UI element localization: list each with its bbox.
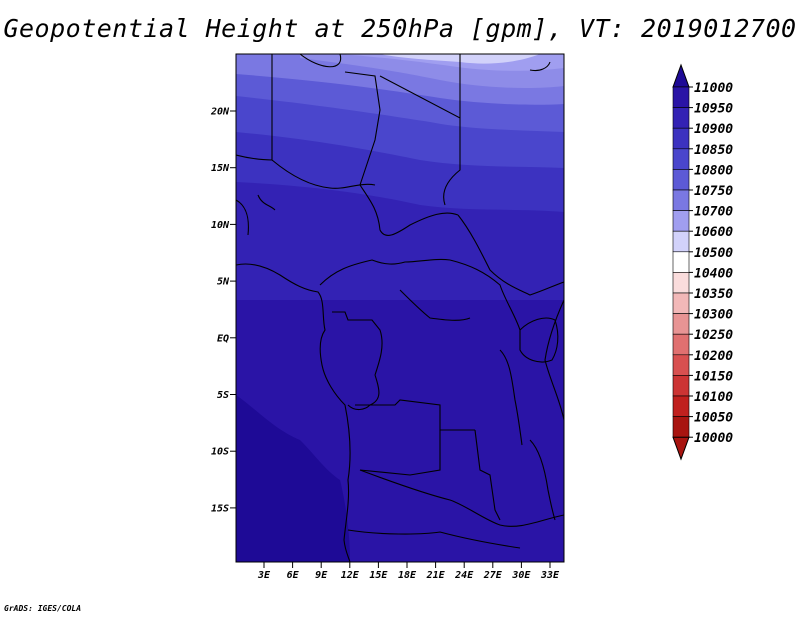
country-borders (236, 54, 564, 562)
colorbar-swatch (672, 189, 690, 211)
colorbar-swatch (672, 210, 690, 232)
colorbar-label: 10400 (694, 266, 733, 281)
colorbar-swatch (672, 272, 690, 294)
colorbar-swatch (672, 375, 690, 397)
border-angola-zambia (359, 430, 441, 476)
colorbar-swatch (672, 230, 690, 253)
chart-title: Geopotential Height at 250hPa [gpm], VT:… (3, 14, 797, 43)
lat-label: 20N (210, 107, 230, 118)
colorbar-label: 10900 (694, 122, 733, 137)
border-kenya-tanzania (544, 299, 564, 421)
colorbar-label: 11000 (694, 81, 733, 96)
colorbar-label: 10200 (694, 349, 733, 364)
border-west-africa (236, 194, 276, 236)
colorbar-swatch (672, 107, 690, 129)
colorbar-label: 10000 (694, 431, 733, 446)
colorbar-swatch (672, 354, 690, 376)
band-low-southwest (236, 395, 350, 562)
colorbar-swatch (672, 148, 690, 170)
colorbar-label: 10600 (694, 225, 733, 240)
lon-label: 12E (341, 570, 360, 581)
sinai-peninsula (529, 61, 551, 72)
colorbar-label: 10700 (694, 205, 733, 220)
colorbar-label: 10150 (694, 369, 733, 384)
border-chad-car (359, 184, 459, 236)
lon-label: 3E (257, 570, 271, 581)
lat-label: 5S (217, 390, 229, 401)
border-angola-drc (355, 399, 475, 431)
lon-label: 24E (454, 570, 474, 581)
lon-label: 6E (287, 570, 300, 581)
colorbar-swatch (672, 86, 690, 108)
colorbar-swatch (672, 313, 690, 335)
colorbar-swatch (672, 169, 690, 191)
lat-label: 10S (211, 447, 229, 458)
lat-label: 15S (211, 503, 229, 514)
colorbar-swatch (672, 416, 690, 438)
border-egypt-sudan (379, 54, 461, 206)
lat-label: 5N (217, 277, 230, 288)
border-libya-chad (299, 54, 381, 186)
colorbar-swatch (672, 333, 690, 356)
colorbar-label: 10950 (694, 102, 733, 117)
colorbar-label: 10050 (694, 411, 733, 426)
height-field (236, 54, 564, 562)
lake-malawi (529, 439, 556, 521)
colorbar-label: 10750 (694, 184, 733, 199)
border-congo-gabon (332, 311, 383, 376)
border-zambia-east (474, 429, 501, 521)
lake-victoria (519, 317, 559, 363)
border-car-drc (319, 258, 451, 286)
colorbar-label: 10850 (694, 143, 733, 158)
border-south-sudan (457, 214, 564, 296)
map-frame (235, 53, 565, 563)
lake-tanganyika (499, 349, 523, 446)
lon-label: 33E (540, 570, 560, 581)
lat-label: 15N (211, 163, 230, 174)
lat-label: EQ (217, 333, 229, 344)
colorbar-bottom-arrow (672, 436, 690, 461)
colorbar-swatch (672, 292, 690, 314)
border-namibia (347, 529, 521, 549)
colorbar-swatch (672, 251, 690, 273)
lon-label: 21E (426, 570, 446, 581)
grads-credit: GrADS: IGES/COLA (4, 604, 82, 613)
lon-label: 30E (511, 570, 531, 581)
lon-label: 15E (369, 570, 388, 581)
colorbar-label: 10800 (694, 163, 733, 178)
colorbar-label: 10350 (694, 287, 733, 302)
latitude-labels: 20N 15N 10N 5N EQ 5S 10S 15S (210, 107, 236, 514)
colorbar-label: 10100 (694, 390, 733, 405)
colorbar-swatch (672, 395, 690, 417)
colorbar-label: 10500 (694, 246, 733, 261)
lon-label: 9E (315, 570, 328, 581)
lon-label: 27E (483, 570, 503, 581)
border-drc-ne (449, 259, 521, 331)
colorbar-swatch (672, 127, 690, 150)
lon-label: 18E (398, 570, 417, 581)
longitude-labels: 3E 6E 9E 12E 15E 18E 21E 24E 27E 30E 33E (257, 562, 560, 581)
colorbar-label: 10250 (694, 328, 733, 343)
colorbar: 11000 10950 10900 10850 10800 10750 10700 10600… (672, 63, 733, 461)
border-zambia-south (359, 469, 564, 527)
colorbar-top-arrow (672, 63, 690, 88)
colorbar-label: 10300 (694, 308, 733, 323)
border-drc-north (399, 289, 471, 321)
coastline-west (236, 263, 351, 562)
border-north-west (236, 54, 376, 189)
lat-label: 10N (211, 220, 230, 231)
